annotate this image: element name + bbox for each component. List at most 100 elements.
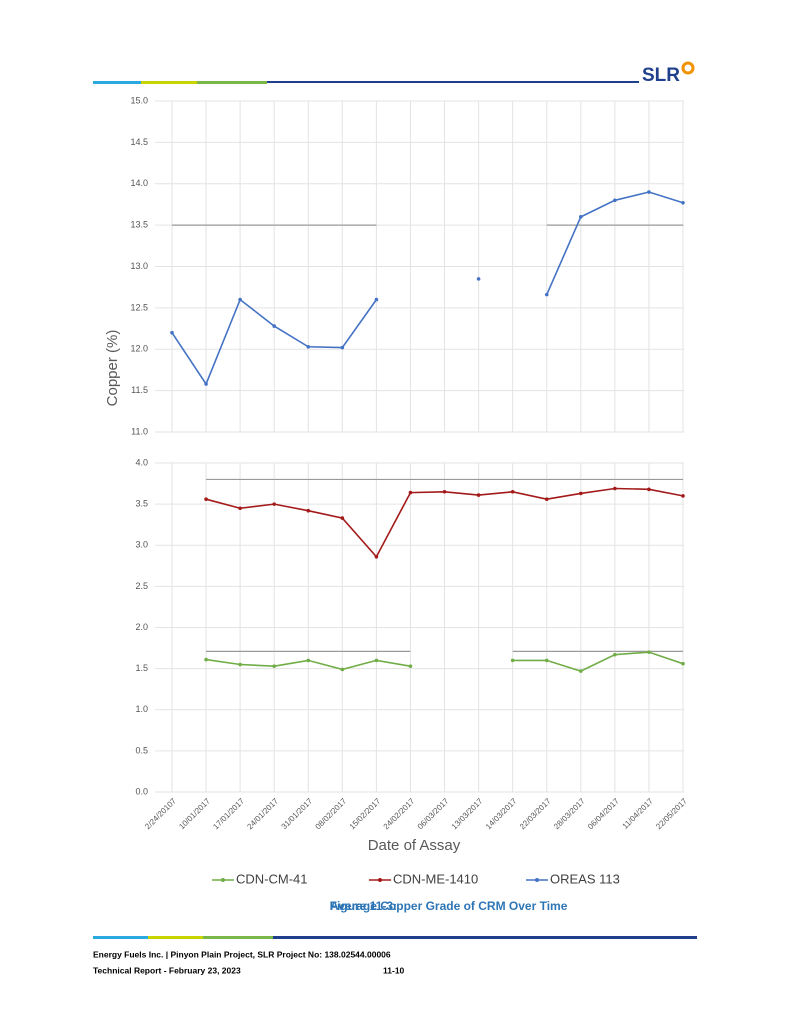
chart: 0.0 0.5 1.0 1.5 2.0 2.5 3.0 3.5 4.0 11.0 11.5 12.0 1…	[104, 95, 689, 886]
series-point	[681, 200, 685, 205]
series-point	[579, 491, 583, 496]
y-tick-label: 1.0	[135, 704, 148, 714]
footer-bar-yellow	[148, 936, 203, 939]
series-point	[613, 198, 617, 203]
series-point	[647, 487, 651, 492]
series-point	[272, 502, 277, 506]
legend-point	[221, 878, 225, 882]
header-bar-yellow	[141, 81, 197, 84]
series-point	[204, 497, 208, 501]
y-tick-label: 13.5	[130, 220, 148, 230]
y-tick-label: 3.5	[135, 499, 148, 509]
series-point	[544, 497, 549, 501]
axis-break-right	[676, 430, 693, 465]
series-point	[408, 490, 413, 495]
y-tick-label: 0.0	[135, 786, 148, 796]
series-point	[647, 650, 651, 654]
legend-label: CDN-CM-41	[236, 871, 308, 886]
series-point	[272, 324, 277, 328]
legend-label: OREAS 113	[550, 871, 620, 886]
series-point	[340, 516, 345, 520]
series-point	[306, 508, 311, 513]
logo-mark	[681, 61, 695, 75]
series-point	[544, 292, 549, 297]
y-tick-label: 2.0	[135, 622, 148, 632]
y-tick-label: 12.0	[130, 344, 148, 354]
series-point	[204, 657, 208, 662]
series-line	[171, 191, 684, 386]
footer-line2: Technical Report - February 23, 2023	[93, 965, 241, 975]
legend-label: CDN-ME-1410	[393, 871, 478, 886]
series-point	[579, 215, 583, 219]
x-tick-label: 11/04/2017	[621, 796, 656, 831]
series-point	[204, 382, 208, 386]
header-bar-cyan	[93, 81, 141, 84]
series-point	[647, 190, 651, 194]
series-point	[374, 554, 379, 559]
y-tick-label: 14.5	[130, 137, 148, 147]
x-tick-label: 17/01/2017	[211, 796, 246, 831]
x-tick-label: 24/02/2017	[382, 796, 417, 831]
series-point	[681, 494, 685, 498]
header-bar-green	[197, 81, 267, 84]
x-tick-label: 14/03/2017	[484, 796, 519, 831]
axis-break-left	[147, 430, 164, 465]
legend-point	[378, 878, 382, 882]
y-tick-label: 14.0	[130, 178, 148, 188]
series-point	[681, 661, 685, 666]
series-point	[340, 667, 345, 672]
x-tick-label: 28/03/2017	[552, 796, 587, 831]
series-point	[476, 277, 481, 281]
series-point	[510, 658, 515, 663]
x-tick-label: 15/02/2017	[348, 796, 383, 831]
y-tick-label: 1.5	[135, 663, 148, 673]
series-point	[613, 652, 617, 657]
series-point	[613, 486, 617, 491]
logo: SLR	[642, 65, 680, 86]
series-point	[340, 345, 345, 350]
footer-page: 11-10	[383, 965, 405, 975]
y-tick-label: 15.0	[130, 95, 148, 105]
footer-bar-navy	[273, 936, 697, 939]
caption-title: Average Copper Grade of CRM Over Time	[330, 899, 568, 913]
legend-point	[535, 878, 539, 882]
y-tick-label: 0.5	[135, 745, 148, 755]
y-tick-label: 4.0	[135, 457, 148, 467]
series-point	[374, 297, 379, 302]
footer-bar-green	[203, 936, 273, 939]
x-tick-label: 22/03/2017	[518, 796, 553, 831]
x-tick-label: 08/02/2017	[314, 796, 349, 831]
x-tick-label: 22/05/2017	[654, 796, 689, 831]
header-bar-navy	[267, 81, 639, 83]
series-point	[544, 658, 549, 663]
x-tick-label: 06/03/2017	[416, 796, 451, 831]
y-tick-label: 12.5	[130, 302, 148, 312]
series-point	[238, 297, 242, 302]
x-tick-label: 13/03/2017	[450, 796, 485, 831]
y-tick-label: 11.5	[131, 385, 148, 395]
y-axis-label: Copper (%)	[104, 330, 121, 407]
series-point	[238, 662, 242, 667]
x-tick-label: 06/04/2017	[586, 796, 621, 831]
y-tick-label: 11.0	[131, 426, 148, 436]
series-point	[408, 664, 413, 668]
x-axis-label: Date of Assay	[368, 837, 461, 854]
series-point	[476, 493, 481, 497]
series-point	[510, 489, 515, 494]
x-tick-label: 2/24/20107	[143, 796, 178, 831]
series-point	[306, 658, 311, 663]
series-point	[272, 664, 277, 668]
series-point	[374, 658, 379, 663]
footer-bar-cyan	[93, 936, 148, 939]
y-tick-label: 3.0	[135, 540, 148, 550]
series-point	[579, 669, 583, 673]
x-tick-label: 31/01/2017	[279, 796, 314, 831]
footer-line1: Energy Fuels Inc. | Pinyon Plain Project…	[93, 949, 391, 959]
series-point	[306, 344, 311, 349]
caption-number: Figure 11-3:	[330, 899, 397, 913]
series-point	[238, 506, 242, 511]
series-point	[442, 489, 447, 494]
y-tick-label: 2.5	[135, 581, 148, 591]
